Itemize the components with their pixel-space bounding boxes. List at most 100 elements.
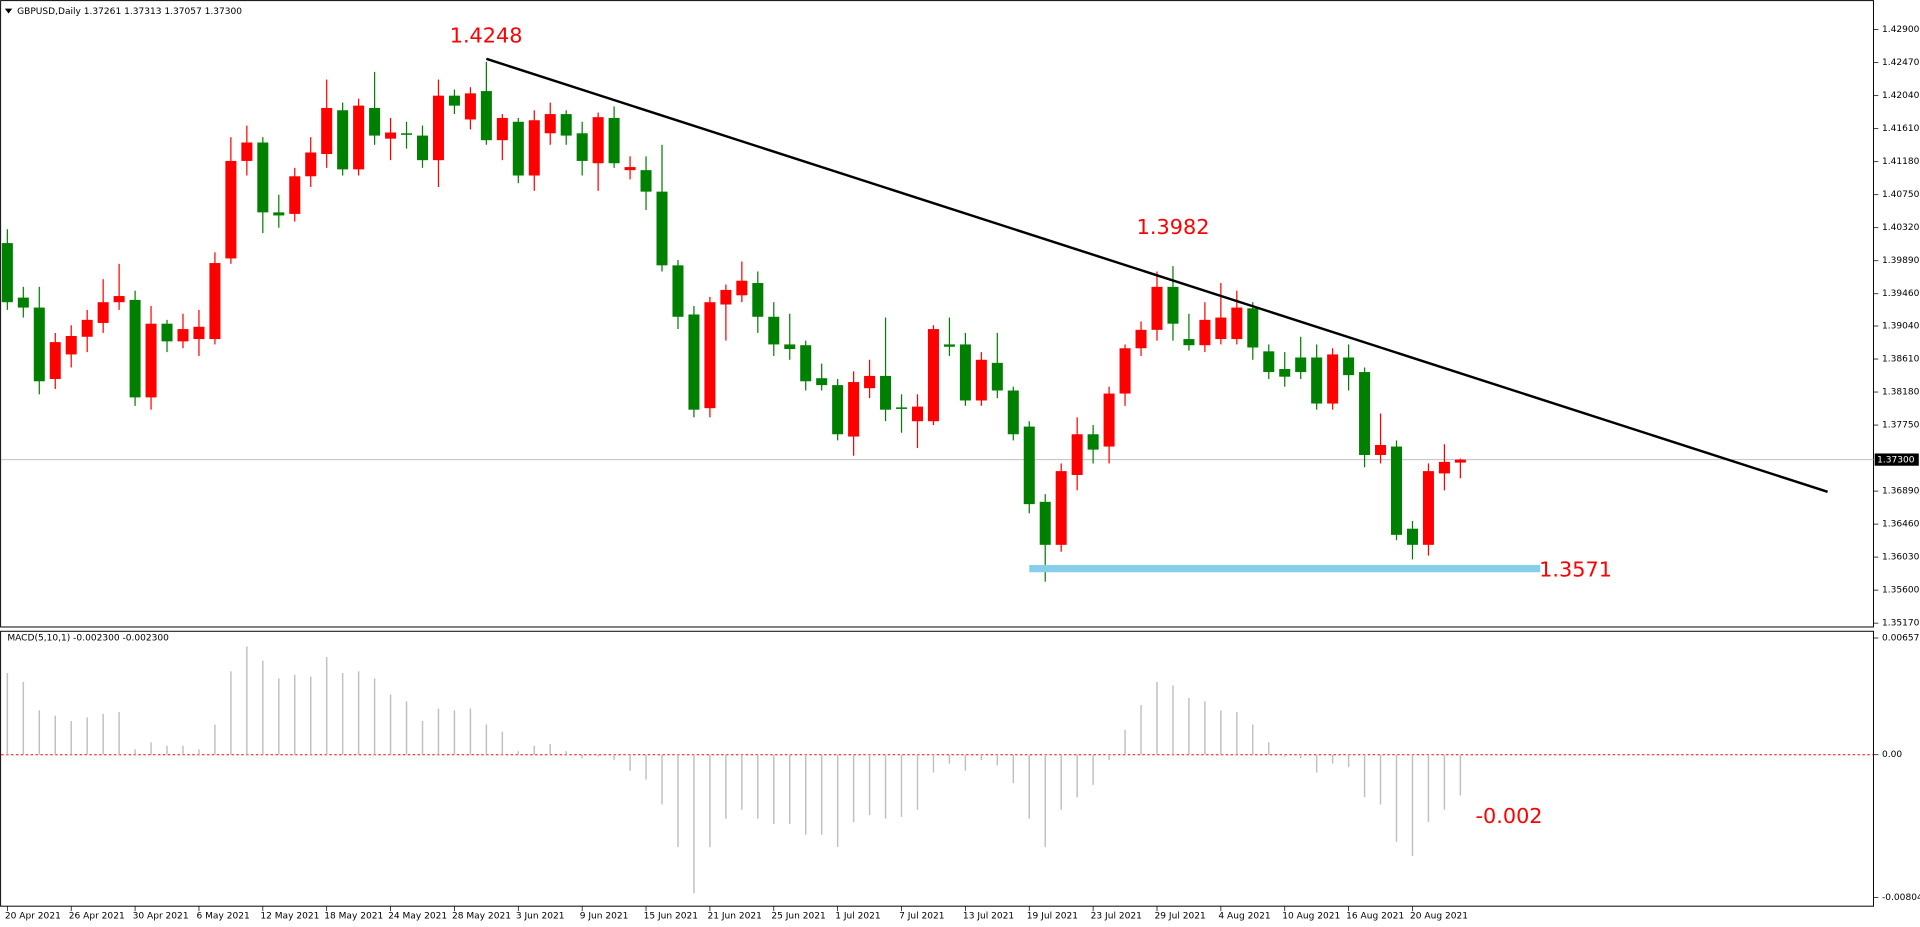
candle-body — [81, 319, 93, 337]
x-tick-label: 15 Jun 2021 — [644, 911, 698, 921]
y-tick-label: 1.38610 — [1882, 355, 1920, 365]
candle-body — [448, 95, 460, 106]
x-tick-label: 29 Jul 2021 — [1155, 911, 1206, 921]
candle-body — [624, 167, 636, 171]
candle-body — [880, 375, 892, 410]
candle-body — [1390, 446, 1403, 535]
x-tick-label: 3 Jun 2021 — [516, 911, 565, 921]
macd-pane — [0, 630, 1874, 907]
x-tick-label: 7 Jul 2021 — [899, 911, 944, 921]
y-tick-label: 1.40320 — [1882, 223, 1920, 233]
candle-body — [1199, 319, 1211, 346]
candle-body — [1343, 357, 1355, 376]
candle-body — [145, 323, 157, 398]
candle-body — [720, 289, 732, 305]
chart-title: GBPUSD,Daily 1.37261 1.37313 1.37057 1.3… — [17, 7, 242, 17]
menu-arrow[interactable] — [4, 8, 13, 14]
y-tick-label: 1.41610 — [1882, 124, 1920, 134]
candle-body — [1007, 390, 1019, 435]
candle-body — [97, 302, 109, 323]
candle-body — [241, 142, 253, 161]
candle-body — [896, 407, 908, 409]
candle-body — [1, 243, 13, 303]
candle-body — [943, 344, 955, 347]
candle-body — [209, 263, 221, 340]
candle-body — [416, 135, 429, 161]
x-tick-label: 24 May 2021 — [388, 911, 447, 921]
candle-body — [1151, 286, 1163, 330]
y-tick-label: 1.39890 — [1882, 256, 1920, 266]
annotation: 1.3982 — [1137, 215, 1210, 239]
current-price-box — [1874, 453, 1919, 466]
candle-body — [864, 375, 876, 389]
candle-body — [257, 142, 269, 213]
candle-body — [784, 344, 796, 350]
candle-body — [959, 344, 971, 401]
candle-body — [225, 160, 237, 259]
x-tick-label: 21 Jun 2021 — [707, 911, 761, 921]
candle-body — [193, 326, 205, 340]
candle-body — [17, 297, 29, 308]
candle-body — [1119, 348, 1131, 394]
y-tick-label: -0.008049 — [1882, 893, 1920, 903]
candle-body — [1103, 393, 1115, 447]
candle-body — [1071, 434, 1083, 475]
candle-body — [1183, 339, 1195, 346]
candle-body — [1359, 372, 1371, 455]
candle-body — [480, 91, 492, 141]
candle-body — [704, 302, 716, 409]
candle-body — [1167, 286, 1179, 324]
y-tick-label: 1.40750 — [1882, 190, 1920, 200]
candle-body — [848, 382, 860, 437]
macd-title: MACD(5,10,1) -0.002300 -0.002300 — [7, 634, 169, 644]
candle-body — [1231, 307, 1243, 340]
candle-body — [273, 212, 285, 216]
y-tick-label: 0.006575 — [1882, 634, 1920, 644]
x-tick-label: 28 May 2021 — [452, 911, 511, 921]
y-tick-label: 1.35170 — [1882, 619, 1920, 629]
x-tick-label: 20 Apr 2021 — [5, 911, 61, 921]
candle-body — [432, 95, 444, 161]
annotation: 1.3571 — [1539, 558, 1612, 582]
candle-body — [369, 107, 381, 136]
candle-body — [1215, 317, 1227, 340]
candle-body — [401, 133, 413, 135]
candle-body — [1247, 308, 1259, 348]
y-tick-label: 1.36890 — [1882, 487, 1920, 497]
y-tick-label: 1.42470 — [1882, 58, 1920, 68]
current-price-label: 1.37300 — [1877, 455, 1915, 465]
y-tick-label: 0.00 — [1882, 750, 1902, 760]
candle-body — [672, 265, 684, 317]
candle-body — [592, 117, 604, 164]
candle-body — [113, 296, 125, 303]
x-tick-label: 20 Aug 2021 — [1410, 911, 1468, 921]
candle-body — [65, 335, 77, 355]
candle-body — [1023, 426, 1035, 505]
candle-body — [640, 170, 652, 192]
candle-body — [975, 359, 987, 401]
candle-body — [289, 176, 301, 214]
candle-body — [688, 314, 700, 410]
candle-body — [544, 114, 556, 134]
candle-body — [1055, 471, 1067, 545]
x-tick-label: 16 Aug 2021 — [1346, 911, 1404, 921]
candle-body — [736, 280, 748, 296]
candle-body — [576, 133, 588, 161]
candle-body — [161, 323, 173, 342]
candle-body — [1454, 459, 1466, 463]
candle-body — [927, 329, 939, 422]
candle-body — [337, 110, 349, 170]
candle-body — [816, 378, 828, 386]
candle-body — [1087, 434, 1099, 450]
y-tick-label: 1.42040 — [1882, 91, 1920, 101]
candle-body — [1327, 354, 1339, 404]
candle-body — [49, 342, 61, 379]
candle-body — [129, 299, 141, 398]
candle-body — [1135, 329, 1147, 349]
candle-body — [608, 117, 620, 164]
x-tick-label: 10 Aug 2021 — [1282, 911, 1340, 921]
candle-body — [353, 105, 365, 170]
candle-body — [1406, 528, 1418, 545]
candle-body — [464, 93, 476, 120]
